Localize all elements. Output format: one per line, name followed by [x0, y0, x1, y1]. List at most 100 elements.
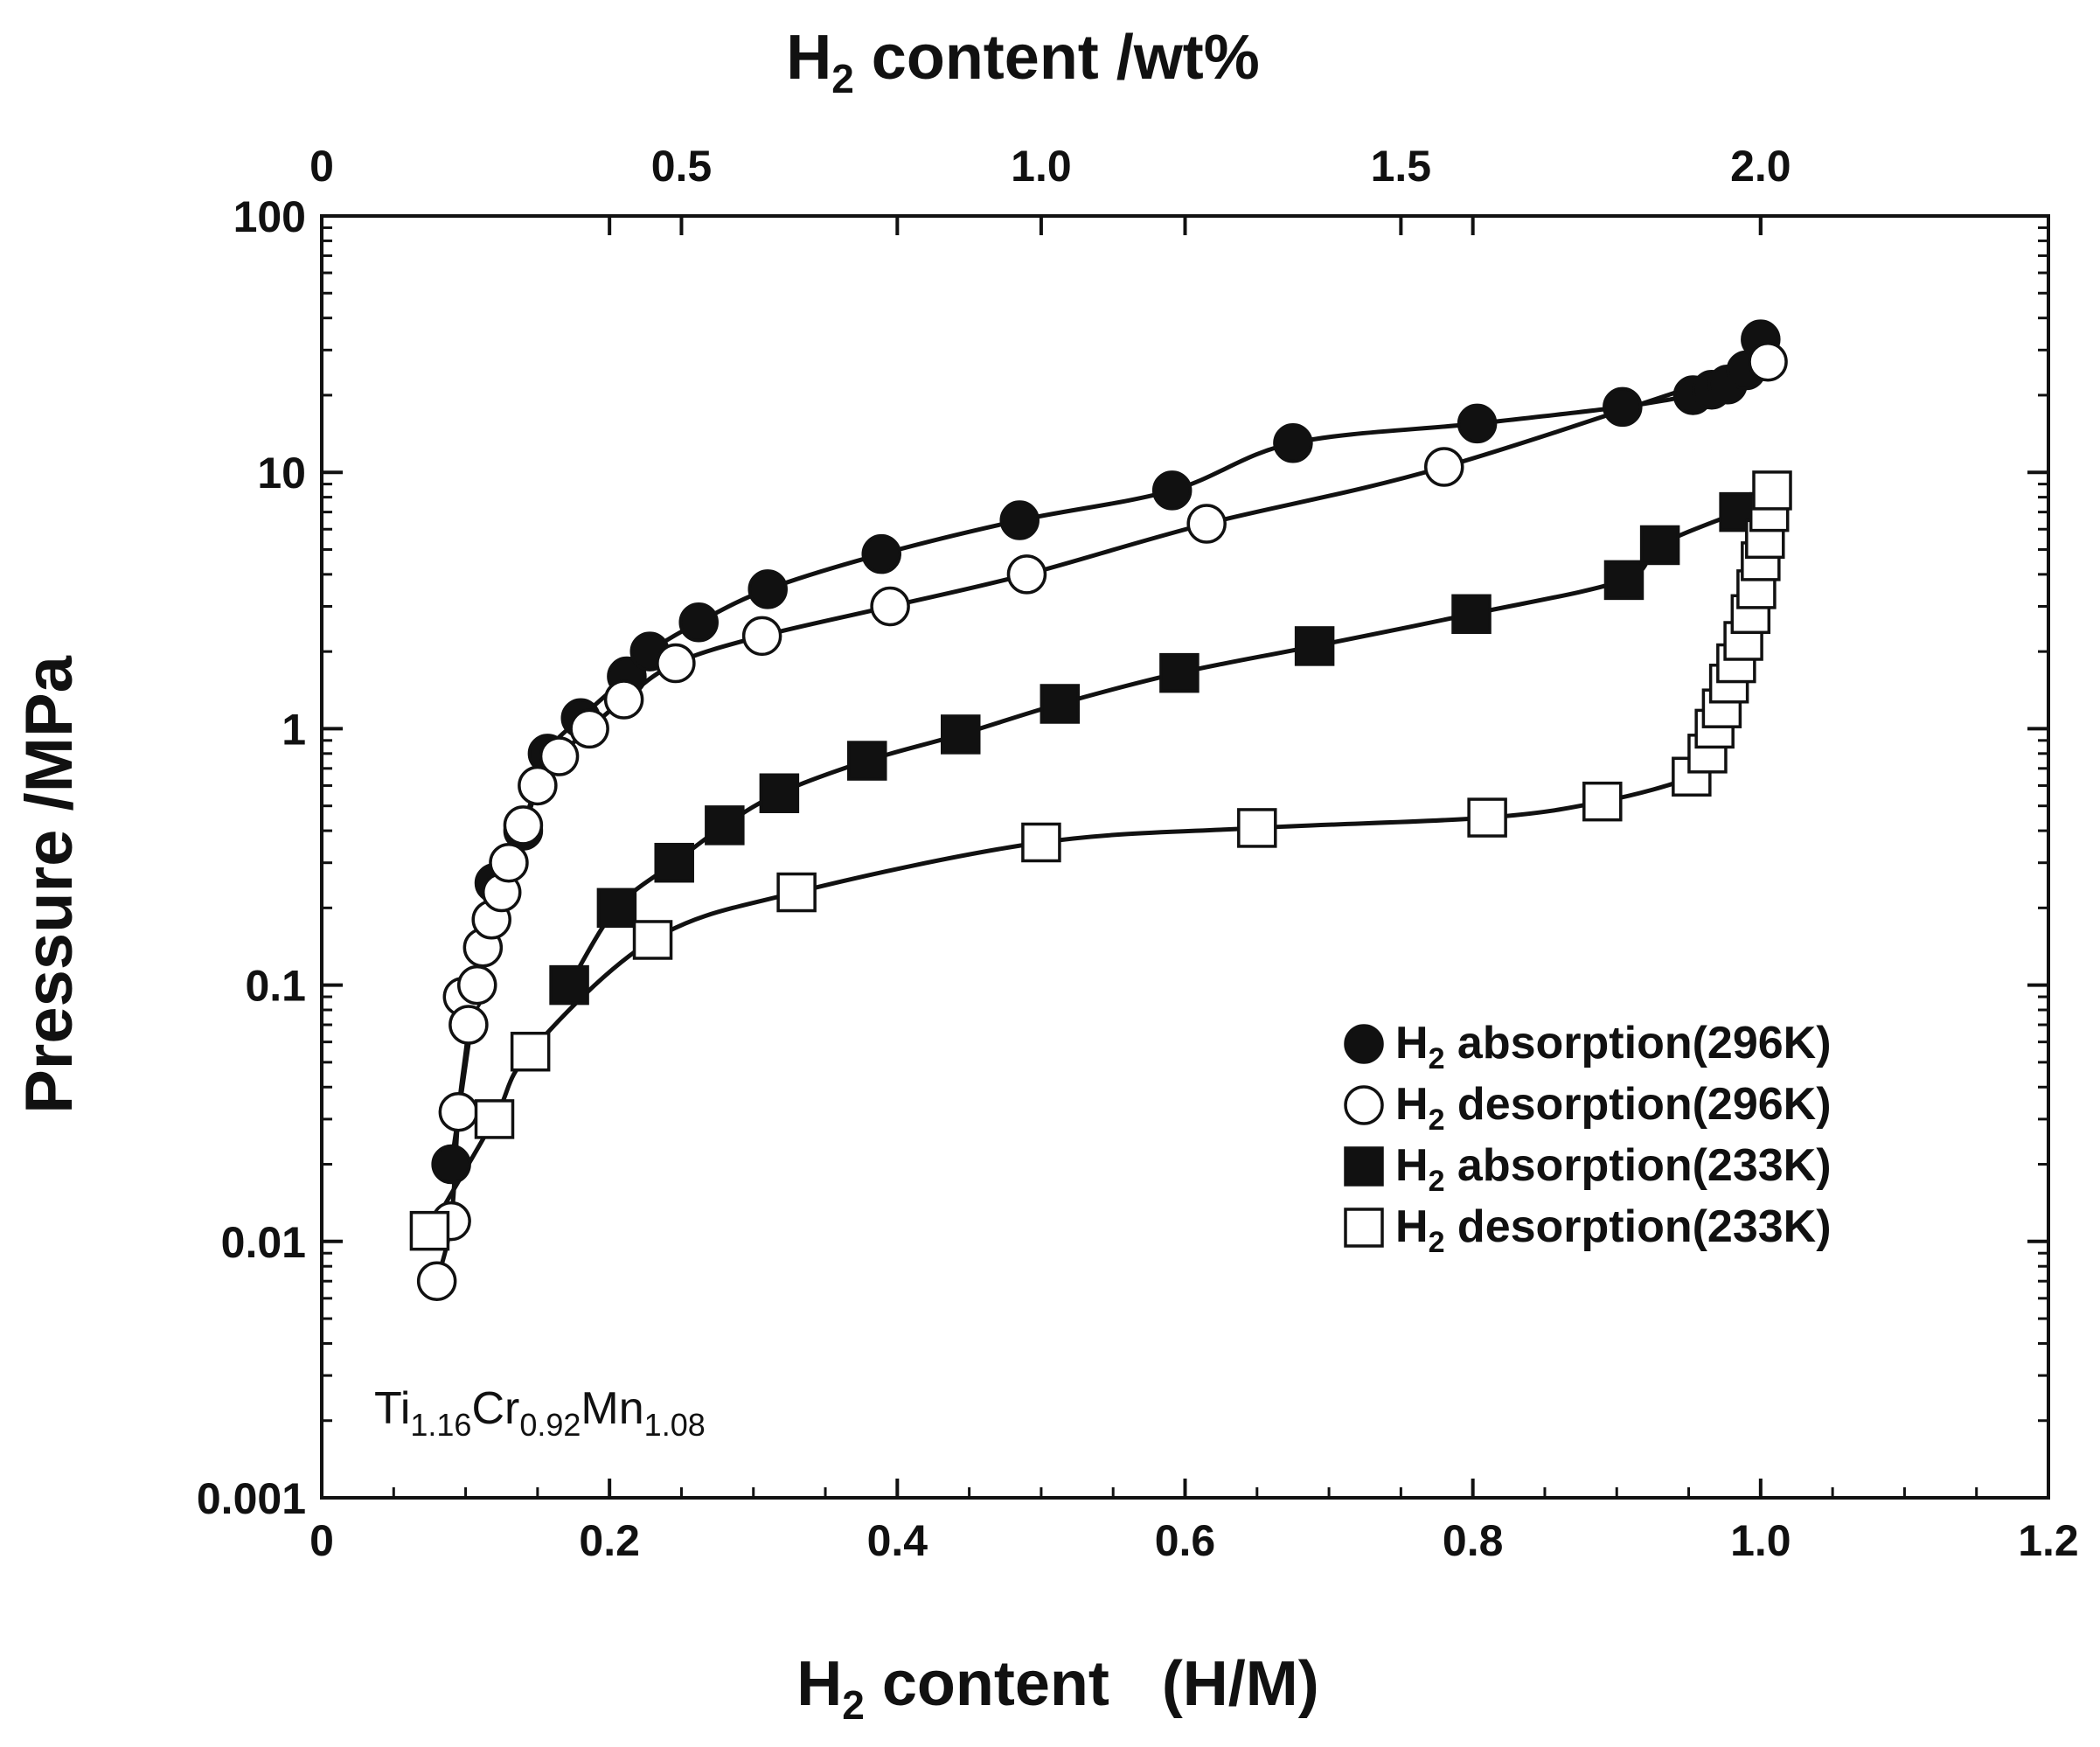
y-tick-label: 100 [233, 192, 306, 241]
x-tick-label: 0.2 [579, 1516, 640, 1565]
data-point-series-3 [759, 773, 800, 813]
x-tick-label: 0 [309, 1516, 334, 1565]
x-tick-label: 1.2 [2018, 1516, 2079, 1565]
data-point-series-4 [409, 1210, 450, 1251]
x2-tick-label: 0 [309, 142, 334, 191]
x-tick-label: 1.0 [1730, 1516, 1791, 1565]
legend-label-2: H2 desorption(296K) [1395, 1079, 1832, 1137]
data-point-series-2 [1006, 554, 1047, 595]
data-point-series-1 [678, 602, 719, 643]
data-point-series-4 [632, 920, 673, 960]
legend-label-main: H [1395, 1201, 1429, 1252]
data-point-series-2 [656, 643, 696, 684]
data-point-series-2 [603, 679, 644, 720]
data-point-series-1 [999, 500, 1040, 540]
x2-tick-label: 1.0 [1011, 142, 1072, 191]
data-point-series-2 [569, 708, 609, 749]
legend-label-main: H [1395, 1079, 1429, 1130]
data-point-series-4 [1467, 797, 1507, 838]
y-tick-label: 0.01 [221, 1218, 306, 1267]
y-tick-label: 0.1 [245, 962, 306, 1011]
y-tick-label: 1 [282, 705, 306, 754]
data-point-series-2 [457, 964, 497, 1006]
annotation-subscript: 1.16 [410, 1407, 471, 1443]
data-point-series-1 [1151, 470, 1193, 511]
data-point-series-2 [539, 736, 580, 776]
alloy-composition-label: Ti1.16Cr0.92Mn1.08 [374, 1383, 706, 1443]
legend-label-rest: desorption(233K) [1444, 1201, 1831, 1252]
data-point-series-3 [1603, 560, 1645, 601]
legend-label-subscript: 2 [1429, 1165, 1445, 1198]
x-axis-title-main: H [796, 1649, 842, 1719]
legend-label-subscript: 2 [1429, 1226, 1445, 1259]
data-point-series-1 [1603, 386, 1643, 428]
y-tick-label: 10 [257, 449, 306, 498]
data-point-series-3 [705, 805, 745, 846]
legend: H2 absorption(296K)H2 desorption(296K)H2… [1344, 1018, 1832, 1259]
data-point-series-2 [449, 1005, 489, 1045]
y-tick-label: 0.001 [197, 1474, 306, 1523]
data-point-series-1 [431, 1144, 471, 1185]
legend-label-rest: absorption(296K) [1444, 1018, 1831, 1068]
data-point-series-2 [1186, 504, 1227, 544]
data-point-series-4 [474, 1099, 515, 1139]
legend-label-4: H2 desorption(233K) [1395, 1201, 1832, 1259]
legend-label-rest: desorption(296K) [1444, 1079, 1831, 1130]
data-point-series-4 [776, 872, 817, 913]
legend-label-subscript: 2 [1429, 1103, 1445, 1137]
legend-marker-4 [1344, 1208, 1384, 1248]
x-axis-title: H2 content (H/M) [796, 1649, 1319, 1728]
data-point-series-3 [847, 741, 887, 781]
data-point-series-2 [416, 1261, 457, 1301]
annotation-subscript: 1.08 [644, 1407, 706, 1443]
x-tick-label: 0.8 [1443, 1516, 1504, 1565]
data-point-series-4 [1237, 808, 1277, 848]
top-axis-title: H2 content /wt% [786, 23, 1260, 101]
data-point-series-3 [1159, 652, 1200, 693]
data-point-series-2 [518, 765, 558, 806]
legend-label-1: H2 absorption(296K) [1395, 1018, 1832, 1075]
data-point-series-1 [1273, 423, 1313, 463]
data-point-series-4 [1021, 822, 1061, 863]
data-point-series-3 [1639, 525, 1680, 566]
x-axis-title-rest: content (H/M) [865, 1649, 1319, 1719]
x-axis-title-subscript: 2 [842, 1682, 865, 1728]
data-point-series-3 [1294, 626, 1335, 666]
top-axis-title-main: H [786, 23, 831, 93]
x2-tick-label: 1.5 [1371, 142, 1432, 191]
data-point-series-3 [596, 887, 637, 929]
legend-label-subscript: 2 [1429, 1042, 1445, 1075]
data-point-series-1 [748, 569, 788, 609]
annotation-subscript: 0.92 [519, 1407, 581, 1443]
annotation-element: Ti [374, 1383, 410, 1434]
data-point-series-3 [941, 714, 981, 755]
axis-ticks [320, 214, 2050, 1500]
data-point-series-2 [489, 842, 529, 883]
legend-marker-3 [1344, 1146, 1384, 1187]
data-point-series-2 [1424, 447, 1464, 487]
x-tick-label: 0.6 [1155, 1516, 1216, 1565]
legend-label-main: H [1395, 1018, 1429, 1068]
data-markers [409, 319, 1792, 1301]
legend-label-rest: absorption(233K) [1444, 1140, 1831, 1191]
data-point-series-4 [1582, 781, 1623, 822]
x2-tick-label: 0.5 [651, 142, 713, 191]
legend-label-3: H2 absorption(233K) [1395, 1140, 1832, 1198]
data-point-series-3 [549, 964, 589, 1006]
axis-tick-labels: 0 0.2 0.4 0.6 0.8 1.0 1.2 0 0.5 1.0 1.5 2.0 0.001 0.0… [197, 142, 2079, 1565]
top-axis-title-subscript: 2 [831, 56, 854, 101]
data-point-series-2 [503, 805, 544, 846]
top-axis-title-rest: content /wt% [854, 23, 1260, 93]
data-point-series-1 [861, 533, 901, 574]
x2-tick-label: 2.0 [1730, 142, 1791, 191]
annotation-element: Mn [581, 1383, 643, 1434]
data-point-series-3 [654, 842, 694, 883]
annotation-element: Cr [471, 1383, 519, 1434]
data-point-series-2 [1748, 341, 1788, 382]
data-point-series-1 [1457, 403, 1498, 444]
data-point-series-3 [1040, 684, 1081, 724]
legend-marker-2 [1344, 1085, 1384, 1125]
legend-marker-1 [1344, 1024, 1384, 1064]
